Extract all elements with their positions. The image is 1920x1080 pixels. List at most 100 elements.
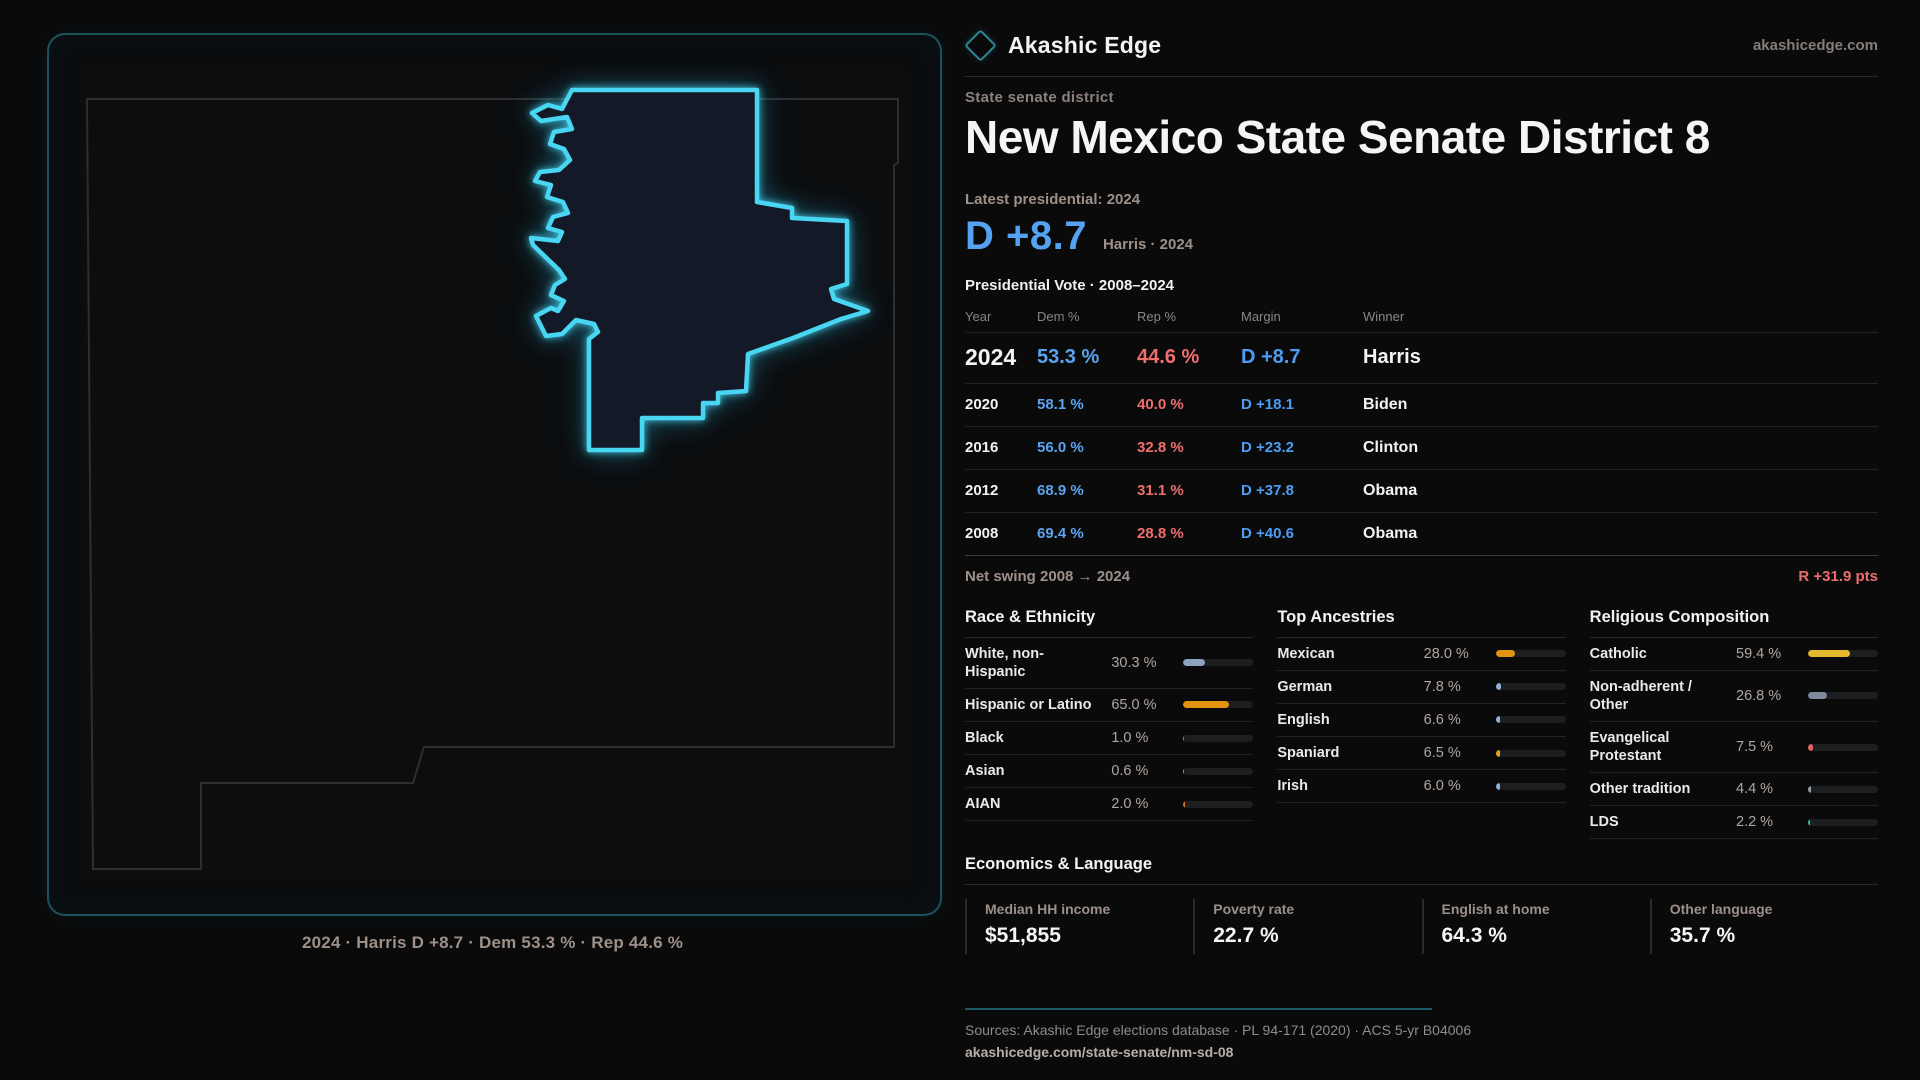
- pres-table-row: 2024 53.3 % 44.6 % D +8.7 Harris: [965, 333, 1878, 384]
- latest-margin-sub: Harris · 2024: [1102, 235, 1194, 253]
- stat-bar-fill: [1808, 818, 1810, 826]
- demo-value: 6.6 %: [1423, 711, 1461, 728]
- col-header-year: Year: [965, 309, 992, 325]
- footer: Sources: Akashic Edge elections database…: [965, 1008, 1878, 1060]
- demo-value: 59.4 %: [1736, 645, 1782, 662]
- demo-value: 1.0 %: [1111, 730, 1149, 747]
- stat-bar-fill: [1808, 785, 1812, 793]
- demographics-column: Race & Ethnicity White, non-Hispanic 30.3 …: [965, 608, 1254, 822]
- col-header-winner: Winner: [1363, 309, 1405, 325]
- site-url[interactable]: akashicedge.com: [1752, 36, 1878, 54]
- pres-table-row: 2016 56.0 % 32.8 % D +23.2 Clinton: [965, 427, 1878, 470]
- stat-bar-track: [1183, 734, 1254, 742]
- pres-table-title: Presidential Vote · 2008–2024: [965, 276, 1175, 294]
- district-8-shape[interactable]: [528, 87, 871, 453]
- stat-bar-track: [1495, 716, 1566, 724]
- cell-dem-pct: 58.1 %: [1037, 396, 1084, 414]
- stat-bar-track: [1183, 800, 1254, 808]
- cell-margin: D +40.6: [1241, 525, 1294, 543]
- demo-label: Hispanic or Latino: [965, 696, 1092, 713]
- economics-title: Economics & Language: [965, 855, 1878, 886]
- col-header-dem: Dem %: [1037, 309, 1080, 325]
- demo-row: Non-adherent / Other 26.8 %: [1589, 671, 1878, 722]
- stat-bar-fill: [1183, 800, 1185, 808]
- demo-value: 6.0 %: [1423, 778, 1461, 795]
- stat-bar-fill: [1495, 749, 1501, 757]
- economics-stat-card: Median HH income $51,855: [965, 899, 1193, 955]
- demo-row: Irish 6.0 %: [1277, 770, 1566, 804]
- stat-bar-track: [1808, 650, 1878, 658]
- latest-presidential-label: Latest presidential: 2024: [965, 190, 1141, 208]
- cell-margin: D +8.7: [1241, 346, 1301, 369]
- stat-bar-track: [1183, 767, 1254, 775]
- economics-stat-card: English at home 64.3 %: [1421, 899, 1650, 955]
- info-panel: Akashic Edge akashicedge.com State senat…: [964, 28, 1878, 1060]
- economics-stat-value: 35.7 %: [1669, 924, 1736, 948]
- latest-margin-value: D +8.7: [965, 213, 1087, 258]
- stat-bar-fill: [1495, 650, 1516, 658]
- cell-dem-pct: 56.0 %: [1037, 439, 1084, 457]
- header-brand-row: Akashic Edge akashicedge.com: [964, 28, 1878, 62]
- pres-table-row: 2020 58.1 % 40.0 % D +18.1 Biden: [965, 384, 1878, 427]
- stat-bar-track: [1495, 650, 1566, 658]
- cell-year: 2016: [965, 439, 999, 457]
- net-swing-value: R +31.9 pts: [1798, 568, 1878, 586]
- cell-margin: D +18.1: [1241, 396, 1294, 414]
- cell-margin: D +23.2: [1241, 439, 1294, 457]
- cell-dem-pct: 69.4 %: [1037, 525, 1084, 543]
- district-map: [85, 87, 899, 870]
- demo-label: Black: [965, 729, 1004, 746]
- demo-value: 2.2 %: [1736, 814, 1774, 831]
- stat-bar-track: [1495, 782, 1566, 790]
- economics-stat-value: $51,855: [985, 924, 1061, 948]
- cell-year: 2008: [965, 525, 999, 543]
- cell-winner: Clinton: [1363, 438, 1419, 456]
- cell-winner: Obama: [1363, 524, 1418, 542]
- demo-value: 26.8 %: [1736, 687, 1782, 704]
- economics-cards: Median HH income $51,855 Poverty rate 22.7 …: [965, 899, 1878, 955]
- demo-label: Evangelical Protestant: [1589, 729, 1670, 765]
- cell-year: 2020: [965, 396, 999, 414]
- demo-label: White, non-Hispanic: [965, 645, 1044, 680]
- demo-row: Hispanic or Latino 65.0 %: [965, 689, 1254, 722]
- demo-label: LDS: [1589, 814, 1619, 831]
- demo-label: AIAN: [965, 796, 1001, 813]
- sources-note: Sources: Akashic Edge elections database…: [965, 1022, 1472, 1039]
- demo-label: Non-adherent / Other: [1589, 678, 1692, 713]
- latest-margin-row: D +8.7 Harris · 2024: [965, 214, 1878, 259]
- demo-value: 7.5 %: [1736, 739, 1774, 756]
- demographics-column-title: Religious Composition: [1589, 608, 1878, 638]
- new-mexico-state-outline: [85, 98, 899, 870]
- stat-bar-fill: [1808, 743, 1814, 751]
- stat-bar-track: [1808, 743, 1878, 751]
- demo-label: Spaniard: [1277, 744, 1340, 761]
- net-swing-label: Net swing 2008 → 2024: [965, 568, 1131, 586]
- cell-rep-pct: 44.6 %: [1137, 346, 1200, 369]
- cell-margin: D +37.8: [1241, 482, 1294, 500]
- presidential-vote-table: Year Dem % Rep % Margin Winner 2024 53.3 % 44.6…: [965, 302, 1878, 556]
- demo-label: English: [1277, 711, 1330, 728]
- economics-stat-card: Poverty rate 22.7 %: [1193, 899, 1421, 955]
- demo-value: 2.0 %: [1111, 796, 1149, 813]
- demo-row: Evangelical Protestant 7.5 %: [1589, 722, 1878, 774]
- cell-year: 2024: [965, 344, 1017, 371]
- stat-bar-track: [1808, 785, 1878, 793]
- district-map-panel: [47, 33, 942, 916]
- demo-row: Other tradition 4.4 %: [1589, 773, 1878, 807]
- demo-row: Asian 0.6 %: [965, 755, 1254, 789]
- demo-row: AIAN 2.0 %: [965, 788, 1254, 822]
- stat-bar-track: [1495, 749, 1566, 757]
- permalink[interactable]: akashicedge.com/state-senate/nm-sd-08: [965, 1044, 1234, 1061]
- demographics-column-title: Race & Ethnicity: [965, 608, 1254, 638]
- economics-stat-card: Other language 35.7 %: [1649, 899, 1878, 955]
- demo-label: Mexican: [1277, 645, 1335, 662]
- demo-row: German 7.8 %: [1277, 671, 1566, 704]
- demo-row: Catholic 59.4 %: [1589, 638, 1878, 671]
- map-caption: 2024 · Harris D +8.7 · Dem 53.3 % · Rep …: [301, 933, 684, 952]
- stat-bar-fill: [1495, 782, 1500, 790]
- stat-bar-fill: [1808, 650, 1850, 658]
- pres-table-row: 2012 68.9 % 31.1 % D +37.8 Obama: [965, 470, 1878, 513]
- economics-stat-label: English at home: [1441, 901, 1550, 918]
- demo-row: Mexican 28.0 %: [1277, 638, 1566, 671]
- demo-value: 7.8 %: [1423, 678, 1461, 695]
